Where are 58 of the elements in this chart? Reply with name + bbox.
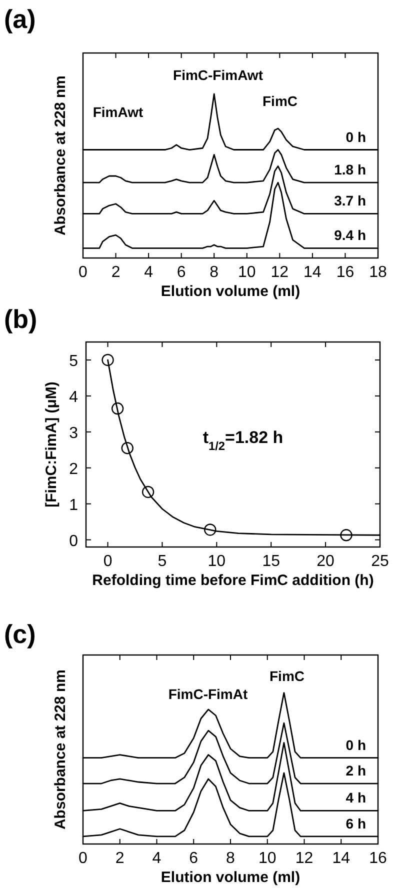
y-tick-label: 1 xyxy=(69,496,78,514)
x-axis-title: Elution volume (ml) xyxy=(160,283,300,300)
x-tick-label: 10 xyxy=(238,264,256,281)
x-tick-label: 8 xyxy=(210,264,219,281)
point xyxy=(340,529,352,542)
x-axis-title: Elution volume (ml) xyxy=(160,869,300,886)
series-label: 9.4 h xyxy=(334,227,366,244)
x-tick-label: 0 xyxy=(103,553,112,570)
point xyxy=(142,486,154,498)
x-tick-label: 14 xyxy=(332,850,350,867)
annotation: FimAwt xyxy=(92,104,144,120)
chart-title: (a) xyxy=(4,4,36,34)
x-tick-label: 2 xyxy=(115,850,124,867)
point xyxy=(102,354,114,366)
series-label: 3.7 h xyxy=(334,192,366,209)
y-tick-label: 5 xyxy=(69,352,78,370)
point xyxy=(204,524,216,536)
y-tick-label: 4 xyxy=(69,388,78,406)
x-tick-label: 6 xyxy=(176,264,186,281)
x-tick-label: 18 xyxy=(369,264,387,281)
y-axis-title: Absorbance at 228 nm xyxy=(52,75,69,236)
x-tick-label: 12 xyxy=(270,264,289,281)
y-axis-title: [FimC:FimA] (μM) xyxy=(43,382,60,508)
x-tick-label: 12 xyxy=(295,850,314,867)
x-tick-label: 4 xyxy=(144,264,154,281)
x-tick-label: 20 xyxy=(316,553,335,570)
chart-title: (c) xyxy=(4,619,36,649)
x-tick-label: 10 xyxy=(258,850,276,867)
y-tick-label: 3 xyxy=(69,424,78,442)
series-label: 1.8 h xyxy=(334,162,366,178)
x-tick-label: 8 xyxy=(226,850,236,867)
x-tick-label: 2 xyxy=(111,264,120,281)
annotation: t$_{1/2}$=1.82 h xyxy=(202,428,284,453)
point xyxy=(121,442,134,454)
x-tick-label: 10 xyxy=(208,553,226,570)
x-tick-label: 15 xyxy=(262,553,280,570)
series-label: 4 h xyxy=(346,790,366,806)
x-axis-title: Refolding time before FimC addition (h) xyxy=(92,572,374,589)
series-label: 0 h xyxy=(346,736,366,753)
text: FimC xyxy=(270,668,304,684)
x-tick-label: 6 xyxy=(189,850,198,867)
series-label: 2 h xyxy=(346,762,366,779)
series-label: 6 h xyxy=(346,815,366,832)
point xyxy=(111,402,124,415)
x-tick-label: 4 xyxy=(152,850,162,867)
x-tick-label: 16 xyxy=(369,850,387,867)
y-tick-label: 2 xyxy=(69,460,78,478)
series-label: 0 h xyxy=(346,128,366,145)
x-tick-label: 14 xyxy=(304,264,322,281)
text: FimC-FimAwt xyxy=(173,67,264,83)
y-tick-label: 0 xyxy=(69,532,78,550)
x-tick-label: 16 xyxy=(336,264,354,281)
y-axis-title: Absorbance at 228 nm xyxy=(52,669,69,830)
annotation: FimC-FimAt xyxy=(168,686,248,702)
annotation: FimC xyxy=(262,93,298,109)
chart-title: (b) xyxy=(4,304,38,334)
x-tick-label: 5 xyxy=(158,553,167,570)
x-tick-label: 25 xyxy=(371,553,389,570)
